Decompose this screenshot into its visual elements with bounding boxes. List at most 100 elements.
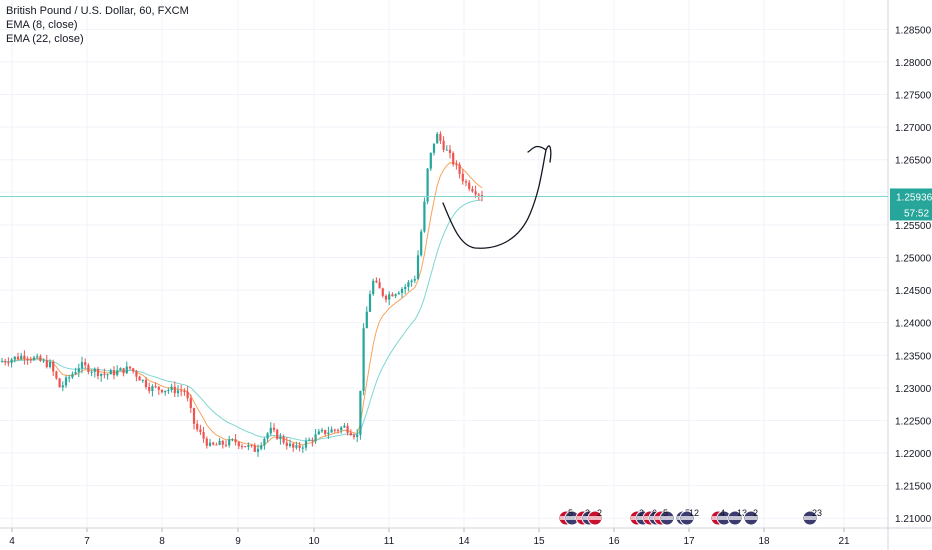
candle — [426, 168, 429, 205]
candle-body — [45, 360, 48, 368]
candle — [260, 442, 263, 451]
candle-body — [272, 427, 276, 430]
candle — [87, 363, 90, 375]
candle — [138, 375, 141, 381]
candle-body — [343, 425, 346, 428]
candle — [10, 357, 13, 368]
candle-body — [391, 294, 394, 297]
candle — [231, 438, 234, 442]
candle-body — [205, 438, 208, 446]
candle — [164, 390, 167, 396]
ema-22-line — [1, 199, 483, 442]
candle — [295, 441, 298, 450]
candle-body — [116, 370, 119, 376]
candle-body — [212, 442, 215, 445]
candle — [304, 437, 308, 451]
candle-body — [349, 432, 352, 436]
candle — [106, 373, 109, 380]
event-count-label: 5 — [568, 508, 573, 518]
candle-body — [365, 311, 368, 329]
candle — [4, 358, 7, 366]
x-tick-label: 8 — [159, 536, 165, 547]
flag-stripe — [804, 516, 816, 520]
candle — [365, 306, 368, 329]
candle-body — [288, 443, 292, 447]
candle — [333, 428, 336, 433]
candle-body — [234, 439, 237, 443]
last-price-label: 1.25936 — [896, 192, 932, 203]
candle — [279, 433, 282, 445]
candle — [330, 426, 333, 433]
candle — [135, 369, 138, 382]
candle — [244, 446, 247, 448]
candle-body — [122, 368, 125, 374]
candle — [205, 436, 208, 449]
candle — [269, 422, 272, 436]
candle — [7, 357, 10, 367]
candle-body — [436, 133, 439, 144]
x-tick-label: 4 — [9, 536, 15, 547]
y-tick-label: 1.24500 — [895, 286, 932, 297]
candle-body — [439, 133, 442, 141]
candle-body — [103, 373, 106, 375]
candle-body — [160, 389, 164, 393]
candle-body — [71, 374, 74, 378]
candle-body — [90, 371, 93, 373]
candle — [263, 437, 266, 450]
candle-body — [452, 152, 455, 165]
candle — [100, 373, 103, 382]
candle-body — [7, 362, 10, 364]
y-tick-label: 1.25500 — [895, 221, 932, 232]
candle-body — [58, 378, 61, 388]
candle-body — [368, 294, 372, 312]
candle-body — [183, 391, 186, 393]
candle — [384, 294, 388, 303]
candle-body — [74, 372, 77, 375]
candle — [77, 363, 80, 378]
candle-body — [416, 255, 420, 280]
candle-body — [180, 390, 183, 392]
event-count-label: 4 — [720, 508, 725, 518]
candle — [167, 387, 170, 394]
candle-body — [378, 282, 381, 289]
candle — [362, 323, 365, 396]
candle — [327, 426, 330, 439]
candle-body — [263, 438, 266, 446]
y-tick-label: 1.28000 — [895, 58, 932, 69]
y-tick-label: 1.25000 — [895, 253, 932, 264]
event-count-label: 12 — [689, 508, 699, 518]
y-tick-label: 1.24000 — [895, 319, 932, 330]
candle — [52, 359, 55, 376]
candle — [125, 361, 128, 375]
flag-stripe — [718, 516, 730, 520]
candle — [26, 356, 29, 365]
candle-body — [340, 427, 343, 431]
candle-body — [356, 434, 359, 437]
candle-body — [61, 385, 64, 388]
candle — [282, 434, 285, 445]
candle — [42, 358, 45, 363]
candle-body — [84, 362, 87, 366]
candle — [471, 185, 474, 193]
candle — [439, 131, 442, 145]
y-tick-label: 1.22500 — [895, 416, 932, 427]
candle — [349, 429, 352, 436]
candle-body — [96, 368, 100, 376]
candle-body — [464, 181, 468, 183]
candle-body — [199, 429, 202, 433]
candle-body — [48, 362, 52, 368]
flag-stripe — [566, 516, 578, 520]
candle — [407, 280, 410, 292]
candle — [404, 283, 407, 295]
candle-body — [0, 361, 4, 363]
candle — [39, 354, 42, 362]
candle-body — [458, 164, 461, 174]
candle-body — [429, 152, 432, 169]
flag-stripe — [745, 516, 757, 520]
candle-body — [93, 368, 96, 372]
candle-body — [192, 408, 196, 424]
candle — [132, 367, 135, 374]
candle-body — [407, 282, 410, 287]
candle-body — [317, 431, 320, 435]
